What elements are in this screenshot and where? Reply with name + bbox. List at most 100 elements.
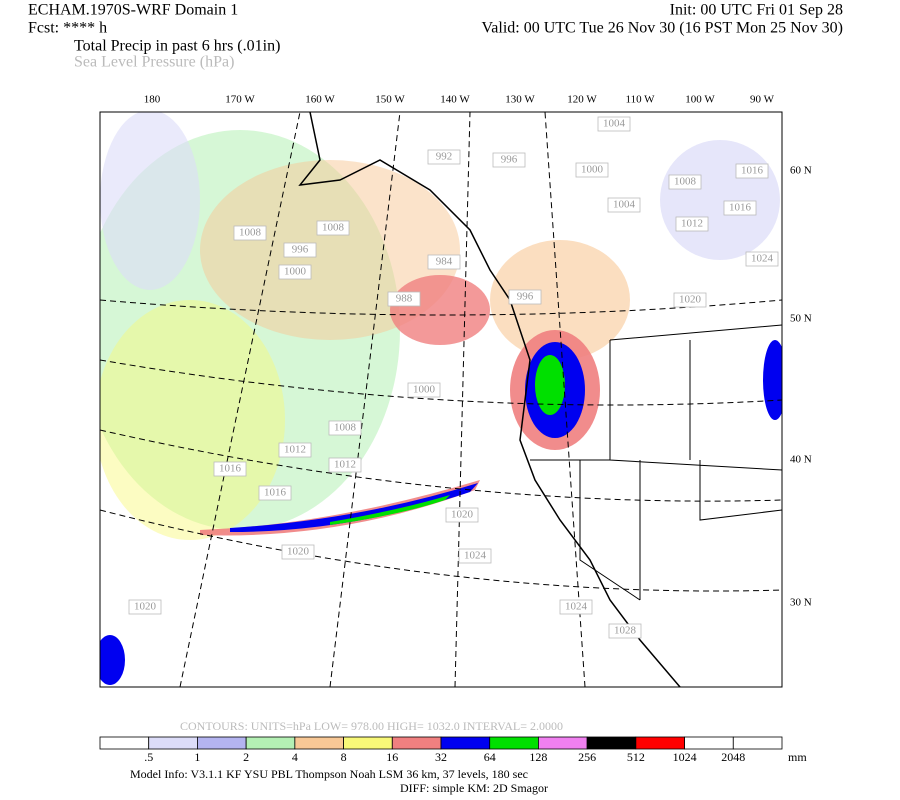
contour-label: 1020 <box>679 294 702 306</box>
contour-label-box <box>387 291 421 307</box>
longitude-label: 90 W <box>750 94 775 106</box>
forecast-hour: Fcst: **** h <box>28 20 107 37</box>
contour-label-box <box>575 162 609 178</box>
colorbar-swatch <box>684 736 734 750</box>
valid-time: Valid: 00 UTC Tue 26 Nov 30 (16 PST Mon … <box>481 20 843 37</box>
contour-label-box <box>668 174 702 190</box>
contour-label: 1000 <box>413 384 436 396</box>
contour-label-box <box>458 548 492 564</box>
colorbar-swatch <box>489 736 539 750</box>
contour-label-box <box>328 420 362 436</box>
contour-label-box <box>508 289 542 305</box>
contour-label-box <box>745 251 779 267</box>
longitude-label: 130 W <box>505 94 535 106</box>
contour-label: 1000 <box>284 266 307 278</box>
contour-label: 996 <box>292 244 309 256</box>
colorbar-label: 32 <box>435 750 447 764</box>
colorbar: .5 1 2 4 8 16 32 64 128 256 512 1024 2048 mm <box>99 736 807 764</box>
contour-label: 1012 <box>334 459 356 471</box>
contour-label: 1004 <box>603 118 626 130</box>
contour-label-box <box>328 457 362 473</box>
longitude-label: 150 W <box>375 94 405 106</box>
contour-label-box <box>407 382 441 398</box>
contour-label-box <box>608 623 642 639</box>
contour-label-box <box>213 461 247 477</box>
colorbar-label: .5 <box>144 750 153 764</box>
contour-label-box <box>735 163 769 179</box>
colorbar-swatch <box>635 736 685 750</box>
contour-label: 1008 <box>322 222 345 234</box>
contour-label: 1024 <box>565 601 588 613</box>
contour-label: 1016 <box>219 463 242 475</box>
model-title: ECHAM.1970S-WRF Domain 1 <box>28 2 238 19</box>
colorbar-label: 2 <box>243 750 249 764</box>
colorbar-label: 128 <box>529 750 547 764</box>
init-time: Init: 00 UTC Fri 01 Sep 28 <box>670 2 843 19</box>
map <box>99 111 783 688</box>
latitude-label: 60 N <box>790 165 812 177</box>
contour-label-box <box>675 216 709 232</box>
colorbar-swatch <box>294 736 344 750</box>
contour-label-box <box>283 242 317 258</box>
contour-label-box <box>427 254 461 270</box>
contour-label-box <box>258 485 292 501</box>
model-info: Model Info: V3.1.1 KF YSU PBL Thompson N… <box>130 767 528 781</box>
colorbar-label: 2048 <box>721 750 745 764</box>
longitude-label: 180 <box>144 94 161 106</box>
contour-label-box <box>427 149 461 165</box>
colorbar-unit: mm <box>788 750 807 764</box>
contour-label: 1012 <box>681 218 703 230</box>
longitude-label: 100 W <box>685 94 715 106</box>
longitude-label: 110 W <box>625 94 655 106</box>
contour-label-box <box>128 599 162 615</box>
contour-label: 1020 <box>451 509 474 521</box>
contour-info: CONTOURS: UNITS=hPa LOW= 978.00 HIGH= 10… <box>180 719 563 733</box>
contour-label: 1000 <box>581 164 604 176</box>
contour-label-box <box>278 442 312 458</box>
contour-label-box <box>445 507 479 523</box>
field-title: Total Precip in past 6 hrs (.01in) <box>74 38 280 55</box>
longitude-label: 140 W <box>440 94 470 106</box>
contour-label: 992 <box>436 151 453 163</box>
contour-label: 1020 <box>134 601 157 613</box>
contour-label-box <box>607 197 641 213</box>
colorbar-swatch <box>245 736 296 750</box>
contour-label-box <box>559 599 593 615</box>
contour-label: 1016 <box>741 165 764 177</box>
latitude-label: 30 N <box>790 597 812 609</box>
colorbar-swatch <box>391 736 442 750</box>
field-title: Sea Level Pressure (hPa) <box>74 54 234 71</box>
colorbar-swatch <box>343 736 393 750</box>
contour-label: 1004 <box>613 199 636 211</box>
colorbar-label: 4 <box>292 750 298 764</box>
colorbar-label: 1024 <box>673 750 697 764</box>
colorbar-label: 8 <box>341 750 347 764</box>
contour-label: 1016 <box>264 487 287 499</box>
colorbar-label: 256 <box>578 750 596 764</box>
contour-label-box <box>233 225 267 241</box>
contour-label: 996 <box>501 154 518 166</box>
contour-label: 1016 <box>729 202 752 214</box>
colorbar-label: 1 <box>194 750 200 764</box>
contour-label: 1012 <box>284 444 306 456</box>
longitude-label: 120 W <box>567 94 597 106</box>
colorbar-swatch <box>538 736 588 750</box>
colorbar-swatch <box>440 736 491 750</box>
contour-label-box <box>597 116 631 132</box>
contour-label: 1028 <box>614 625 637 637</box>
contour-label: 1008 <box>674 176 697 188</box>
longitude-label: 160 W <box>305 94 335 106</box>
contour-label-box <box>492 152 526 168</box>
colorbar-label: 16 <box>386 750 398 764</box>
contour-label: 984 <box>436 256 453 268</box>
contour-label: 1020 <box>287 546 310 558</box>
contour-label-box <box>278 264 312 280</box>
contour-label: 988 <box>396 293 413 305</box>
contour-label-box <box>673 292 707 308</box>
diff-info: DIFF: simple KM: 2D Smagor <box>400 781 548 795</box>
colorbar-swatch <box>586 736 637 750</box>
colorbar-swatch <box>148 736 198 750</box>
contour-label-box <box>281 544 315 560</box>
contour-label: 996 <box>517 291 534 303</box>
